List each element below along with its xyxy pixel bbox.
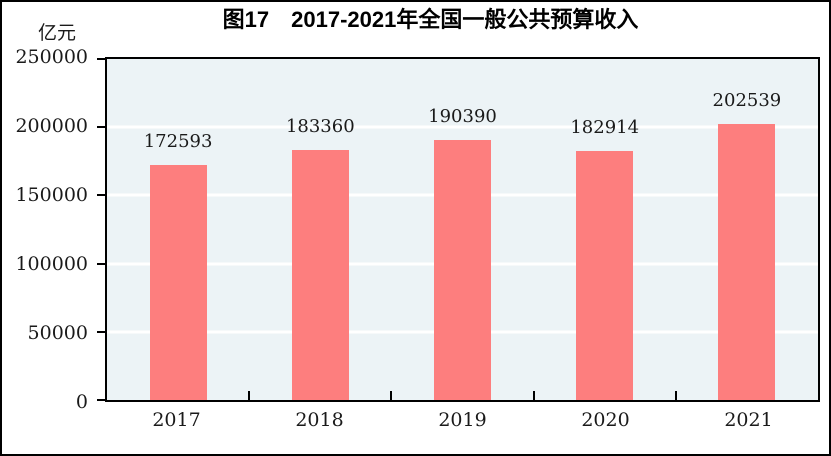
y-tick-label: 0 [75, 391, 88, 413]
bar [149, 164, 207, 400]
y-tick-mark [97, 262, 105, 265]
bar-group: 202539 [676, 59, 818, 400]
bar [434, 140, 491, 400]
y-tick-label: 50000 [27, 322, 88, 344]
bar-group: 183360 [249, 59, 391, 400]
gridline [107, 125, 818, 129]
bars-area: 172593 183360 190390 182914 202539 [107, 59, 818, 400]
y-tick-mark [97, 194, 105, 197]
bar [291, 149, 349, 400]
bar-value-label: 172593 [143, 130, 213, 152]
y-tick-label: 100000 [15, 253, 88, 275]
y-tick-label: 200000 [15, 115, 88, 137]
x-tick-label: 2021 [724, 409, 773, 431]
chart-title: 图17 2017-2021年全国一般公共预算收入 [222, 7, 639, 32]
y-tick-label: 250000 [15, 46, 88, 68]
bar-group: 190390 [391, 59, 533, 400]
y-tick-label: 150000 [15, 184, 88, 206]
bar-value-label: 202539 [712, 89, 782, 111]
y-axis-unit-label: 亿元 [38, 22, 77, 44]
x-tick-mark [248, 391, 251, 400]
x-tick-label: 2018 [295, 409, 344, 431]
y-tick-mark [97, 126, 105, 129]
bar-value-label: 183360 [285, 115, 355, 137]
x-tick-label: 2017 [152, 409, 201, 431]
bar-group: 172593 [107, 59, 249, 400]
x-tick-label: 2019 [438, 409, 487, 431]
bar-value-label: 182914 [570, 116, 640, 138]
y-tick-mark [97, 330, 105, 333]
x-tick-mark [390, 391, 393, 400]
bar-value-label: 190390 [428, 106, 497, 128]
y-tick-mark [97, 58, 105, 60]
x-tick-label: 2020 [581, 409, 630, 431]
plot-area: 172593 183360 190390 182914 202539 [97, 57, 820, 402]
x-axis-labels: 2017 2018 2019 2020 2021 [105, 408, 820, 432]
bar [576, 150, 634, 400]
x-axis-ticks [107, 59, 818, 400]
x-tick-mark [674, 391, 677, 400]
y-tick-mark [97, 399, 105, 401]
x-tick-mark [532, 391, 535, 400]
y-axis-tick-labels: 0 50000 100000 150000 200000 250000 [2, 46, 98, 413]
y-axis-tick-marks [97, 58, 818, 401]
bar-group: 182914 [534, 59, 676, 400]
bar [718, 123, 776, 400]
